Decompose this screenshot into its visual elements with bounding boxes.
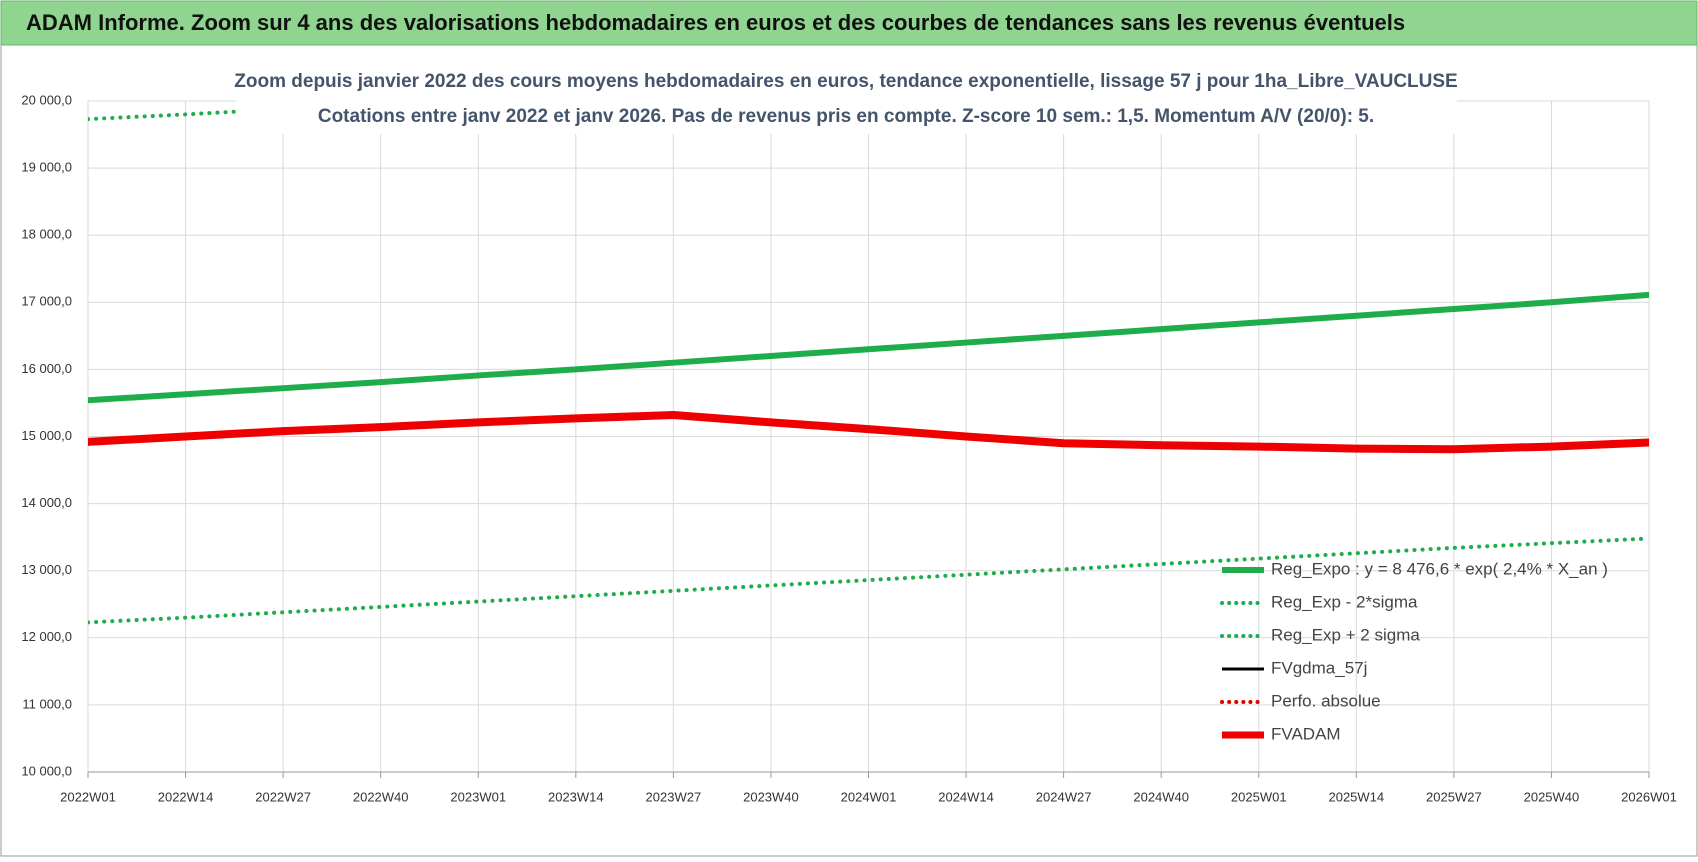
y-tick-label: 20 000,0 <box>21 92 72 107</box>
chart-title: Zoom depuis janvier 2022 des cours moyen… <box>234 71 1457 92</box>
legend-label: Reg_Expo : y = 8 476,6 * exp( 2,4% * X_a… <box>1271 559 1608 578</box>
legend-label: Reg_Exp + 2 sigma <box>1271 625 1420 644</box>
x-tick-label: 2022W01 <box>60 789 116 804</box>
title-box <box>236 62 1457 134</box>
legend-label: Perfo. absolue <box>1271 691 1381 710</box>
x-tick-label: 2025W40 <box>1524 789 1580 804</box>
series-line <box>88 536 1649 625</box>
x-tick-label: 2024W01 <box>841 789 897 804</box>
x-tick-label: 2023W40 <box>743 789 799 804</box>
y-tick-label: 12 000,0 <box>21 629 72 644</box>
x-tick-label: 2022W27 <box>255 789 311 804</box>
x-tick-label: 2023W01 <box>450 789 506 804</box>
series-line <box>88 411 1649 454</box>
y-tick-label: 11 000,0 <box>22 696 72 711</box>
x-tick-label: 2023W27 <box>646 789 702 804</box>
x-tick-label: 2023W14 <box>548 789 604 804</box>
x-tick-label: 2022W14 <box>158 789 214 804</box>
x-tick-label: 2025W01 <box>1231 789 1287 804</box>
y-tick-label: 17 000,0 <box>21 294 72 309</box>
y-tick-label: 10 000,0 <box>21 763 72 778</box>
x-tick-label: 2024W14 <box>938 789 994 804</box>
chart-subtitle: Cotations entre janv 2022 et janv 2026. … <box>318 106 1374 127</box>
x-tick-label: 2025W27 <box>1426 789 1482 804</box>
x-tick-label: 2024W27 <box>1036 789 1092 804</box>
legend-label: FVgdma_57j <box>1271 658 1367 677</box>
y-tick-label: 18 000,0 <box>21 227 72 242</box>
legend-label: FVADAM <box>1271 724 1341 743</box>
series-line <box>88 291 1649 404</box>
x-tick-label: 2026W01 <box>1621 789 1677 804</box>
y-tick-label: 14 000,0 <box>21 495 72 510</box>
header-bar <box>0 0 1698 46</box>
y-tick-label: 15 000,0 <box>21 428 72 443</box>
y-tick-label: 19 000,0 <box>21 160 72 175</box>
y-tick-label: 13 000,0 <box>21 562 72 577</box>
x-tick-label: 2022W40 <box>353 789 409 804</box>
x-tick-label: 2024W40 <box>1133 789 1189 804</box>
y-tick-label: 16 000,0 <box>21 361 72 376</box>
legend: Reg_Expo : y = 8 476,6 * exp( 2,4% * X_a… <box>1220 559 1608 743</box>
legend-label: Reg_Exp - 2*sigma <box>1271 592 1418 611</box>
plot <box>87 100 1650 778</box>
header-title: ADAM Informe. Zoom sur 4 ans des valoris… <box>26 10 1405 35</box>
x-tick-label: 2025W14 <box>1328 789 1384 804</box>
